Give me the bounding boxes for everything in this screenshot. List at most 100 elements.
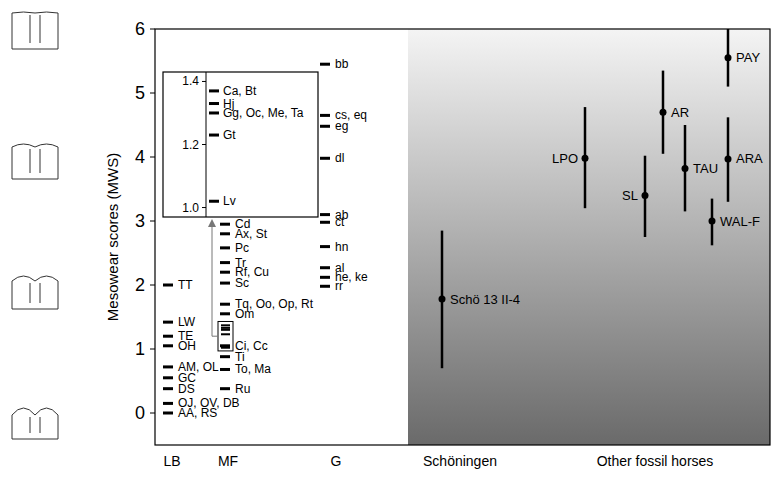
species-label: ct: [335, 215, 345, 229]
mean-point: [725, 155, 732, 162]
inset-y-tick: [202, 81, 206, 82]
y-tick-label: 2: [135, 275, 145, 295]
category-label: Schöningen: [423, 453, 497, 469]
tooth-outline: [12, 276, 58, 309]
species-label: TT: [178, 278, 193, 292]
inset-label: Gt: [223, 128, 236, 142]
species-tick: [320, 245, 330, 248]
mean-point: [709, 218, 716, 225]
species-tick: [220, 303, 230, 306]
category-label: G: [331, 453, 342, 469]
species-tick: [220, 223, 230, 226]
inset-species-tick: [221, 324, 230, 326]
mean-point: [725, 54, 732, 61]
tooth-line: [40, 149, 41, 173]
y-tick: [150, 157, 155, 158]
mean-point: [642, 192, 649, 199]
fossil-label: LPO: [552, 151, 578, 166]
tooth-icon: [12, 408, 58, 439]
species-label: rr: [335, 279, 343, 293]
species-label: Ru: [235, 382, 250, 396]
species-tick: [320, 276, 330, 279]
y-tick: [150, 413, 155, 414]
species-label: DS: [178, 382, 195, 396]
species-label: OH: [178, 339, 196, 353]
category-label: MF: [218, 453, 238, 469]
tooth-outline: [12, 408, 58, 439]
category-label: LB: [163, 453, 180, 469]
species-label: Om: [235, 307, 254, 321]
y-tick: [150, 29, 155, 30]
tooth-line: [40, 283, 41, 303]
fossil-label: Schö 13 II-4: [450, 292, 520, 307]
tooth-line: [40, 417, 41, 433]
fossil-label: PAY: [736, 50, 760, 65]
inset-y-tick-label: 1.2: [182, 138, 199, 152]
species-label: AA, RS: [178, 406, 217, 420]
y-tick-label: 3: [135, 211, 145, 231]
tooth-line: [30, 15, 31, 43]
tooth-line: [40, 15, 41, 43]
species-tick: [320, 285, 330, 288]
mean-point: [682, 165, 689, 172]
tooth-line: [30, 283, 31, 303]
y-tick: [150, 349, 155, 350]
inset-species-tick: [221, 347, 230, 349]
fossil-label: ARA: [736, 151, 763, 166]
inset-source-box: [218, 321, 233, 350]
species-tick: [220, 282, 230, 285]
tooth-icon: [12, 276, 58, 309]
species-tick: [220, 312, 230, 315]
tooth-line: [30, 149, 31, 173]
species-tick: [320, 213, 330, 216]
species-tick: [320, 63, 330, 66]
tooth-icon: [12, 12, 58, 49]
species-tick: [320, 125, 330, 128]
fossil-label: WAL-F: [720, 214, 760, 229]
inset-y-tick: [202, 207, 206, 208]
mean-point: [439, 296, 446, 303]
tooth-icon: [12, 144, 58, 179]
fossil-label: TAU: [693, 161, 718, 176]
y-tick-label: 6: [135, 19, 145, 39]
inset-y-tick-label: 1.4: [182, 74, 199, 88]
y-tick-label: 5: [135, 83, 145, 103]
mean-point: [582, 155, 589, 162]
species-tick: [320, 221, 330, 224]
species-tick: [320, 266, 330, 269]
y-axis-title: Mesowear scores (MWS): [104, 153, 121, 321]
inset-tick: [209, 102, 219, 105]
mean-point: [660, 109, 667, 116]
inset-y-tick: [202, 144, 206, 145]
species-tick: [320, 114, 330, 117]
category-label: Other fossil horses: [597, 453, 714, 469]
y-tick-label: 0: [135, 403, 145, 423]
species-tick: [163, 376, 173, 379]
inset-species-tick: [221, 333, 230, 335]
species-label: To, Ma: [235, 362, 271, 376]
y-tick: [150, 93, 155, 94]
species-label: LW: [178, 315, 196, 329]
species-tick: [220, 387, 230, 390]
y-tick: [150, 221, 155, 222]
inset-label: Lv: [223, 194, 236, 208]
tooth-line: [30, 417, 31, 433]
inset-frame: [163, 72, 318, 217]
plot-frame: [155, 29, 770, 445]
species-tick: [163, 321, 173, 324]
inset-tick: [209, 134, 219, 137]
labels: TTLWTEOHAM, OLGCDSOJ, OV, DBAA, RSCdAx, …: [178, 50, 763, 420]
inset-label: Gg, Oc, Me, Ta: [223, 106, 304, 120]
species-tick: [220, 261, 230, 264]
species-label: eg: [335, 119, 348, 133]
y-tick-label: 1: [135, 339, 145, 359]
species-tick: [163, 335, 173, 338]
species-tick: [220, 232, 230, 235]
inset-tick: [209, 89, 219, 92]
inset-tick: [209, 111, 219, 114]
species-tick: [220, 271, 230, 274]
y-tick-label: 4: [135, 147, 145, 167]
fossil-background: [408, 29, 770, 445]
species-label: Ax, St: [235, 227, 268, 241]
species-label: bb: [335, 57, 349, 71]
